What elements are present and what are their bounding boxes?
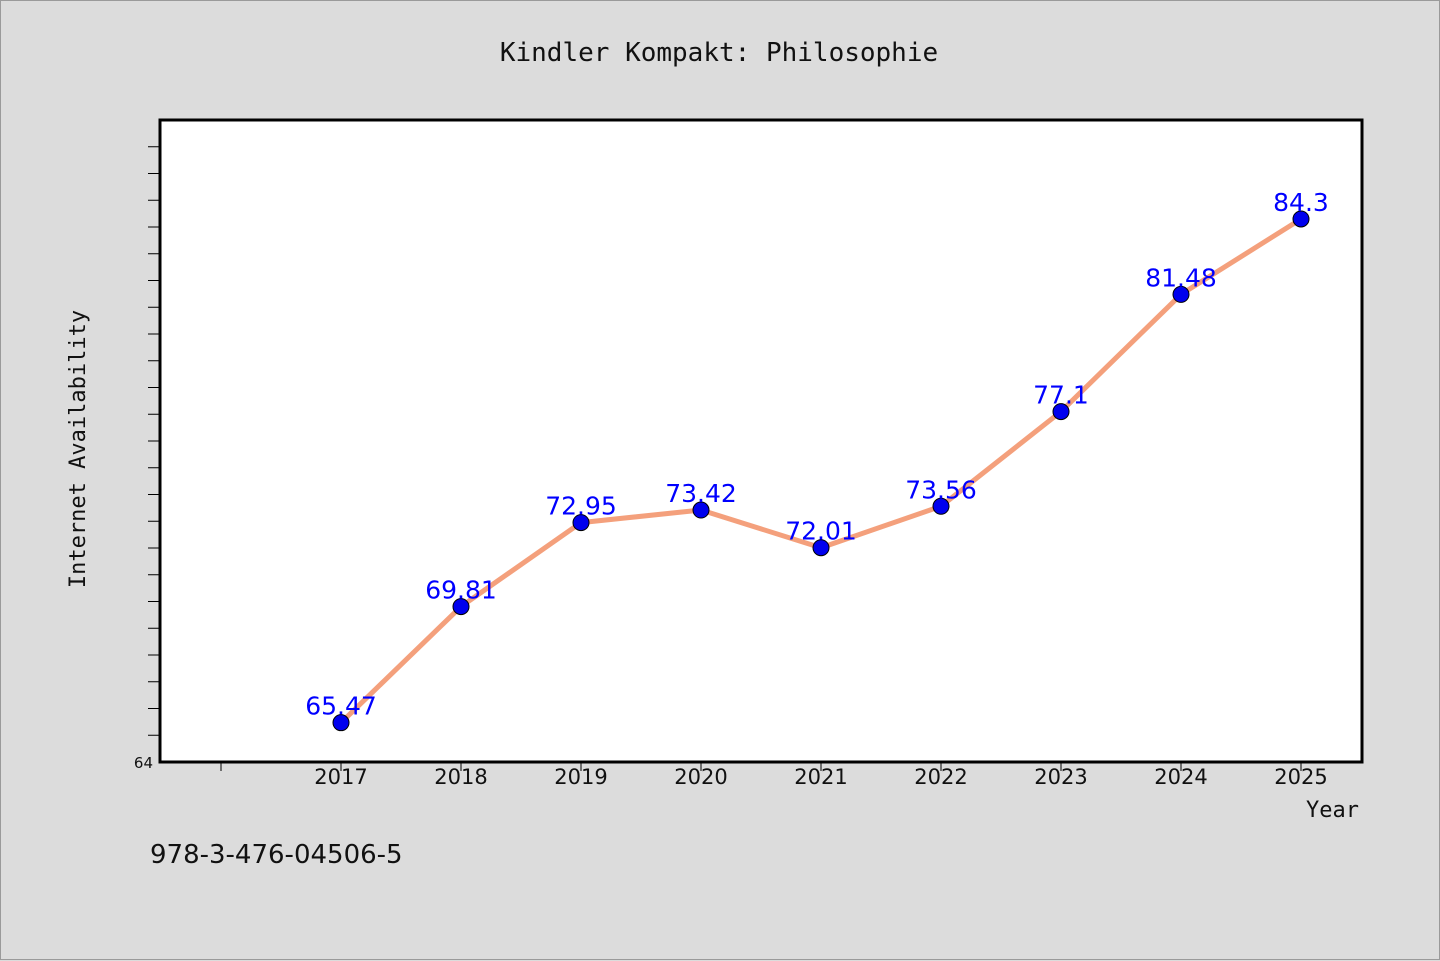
data-label: 77.1 [1033,381,1089,410]
x-tick-label: 2021 [794,765,847,789]
x-tick-label: 2022 [914,765,967,789]
data-point [572,514,590,532]
y-axis-ticks: 64 [134,146,160,772]
x-tick-label: 2023 [1034,765,1087,789]
data-point [692,501,710,519]
data-point [1292,210,1310,228]
x-tick-label: 2020 [674,765,727,789]
data-label: 81.48 [1145,263,1217,292]
data-label: 72.95 [545,492,617,521]
data-label: 72.01 [785,517,857,546]
series-layer: 65.47 69.81 72.95 73.42 72.01 73.56 77.1 81.48 8… [305,188,1329,732]
data-point [332,714,350,732]
data-label: 73.56 [905,475,977,504]
x-tick-label: 2024 [1154,765,1207,789]
data-point [1172,285,1190,303]
x-axis-ticks: 2017 2018 2019 2020 2021 2022 2023 2024 2025 [220,762,1328,789]
data-label: 73.42 [665,479,737,508]
x-tick-label: 2018 [434,765,487,789]
isbn-label: 978-3-476-04506-5 [150,840,403,870]
data-point [1052,403,1070,421]
plot-area [160,120,1362,762]
x-tick-label: 2017 [314,765,367,789]
x-tick-label: 2019 [554,765,607,789]
y-axis-title: Internet Availability [66,310,91,588]
plot-border [158,118,1364,764]
y-tick-label: 64 [134,754,153,772]
data-point [932,497,950,515]
x-tick-label: 2025 [1274,765,1327,789]
x-axis-title: Year [1306,798,1359,823]
data-label: 84.3 [1273,188,1329,217]
data-label: 69.81 [425,576,497,605]
chart-title: Kindler Kompakt: Philosophie [500,38,938,68]
data-label: 65.47 [305,692,377,721]
data-point [812,539,830,557]
data-point [452,598,470,616]
